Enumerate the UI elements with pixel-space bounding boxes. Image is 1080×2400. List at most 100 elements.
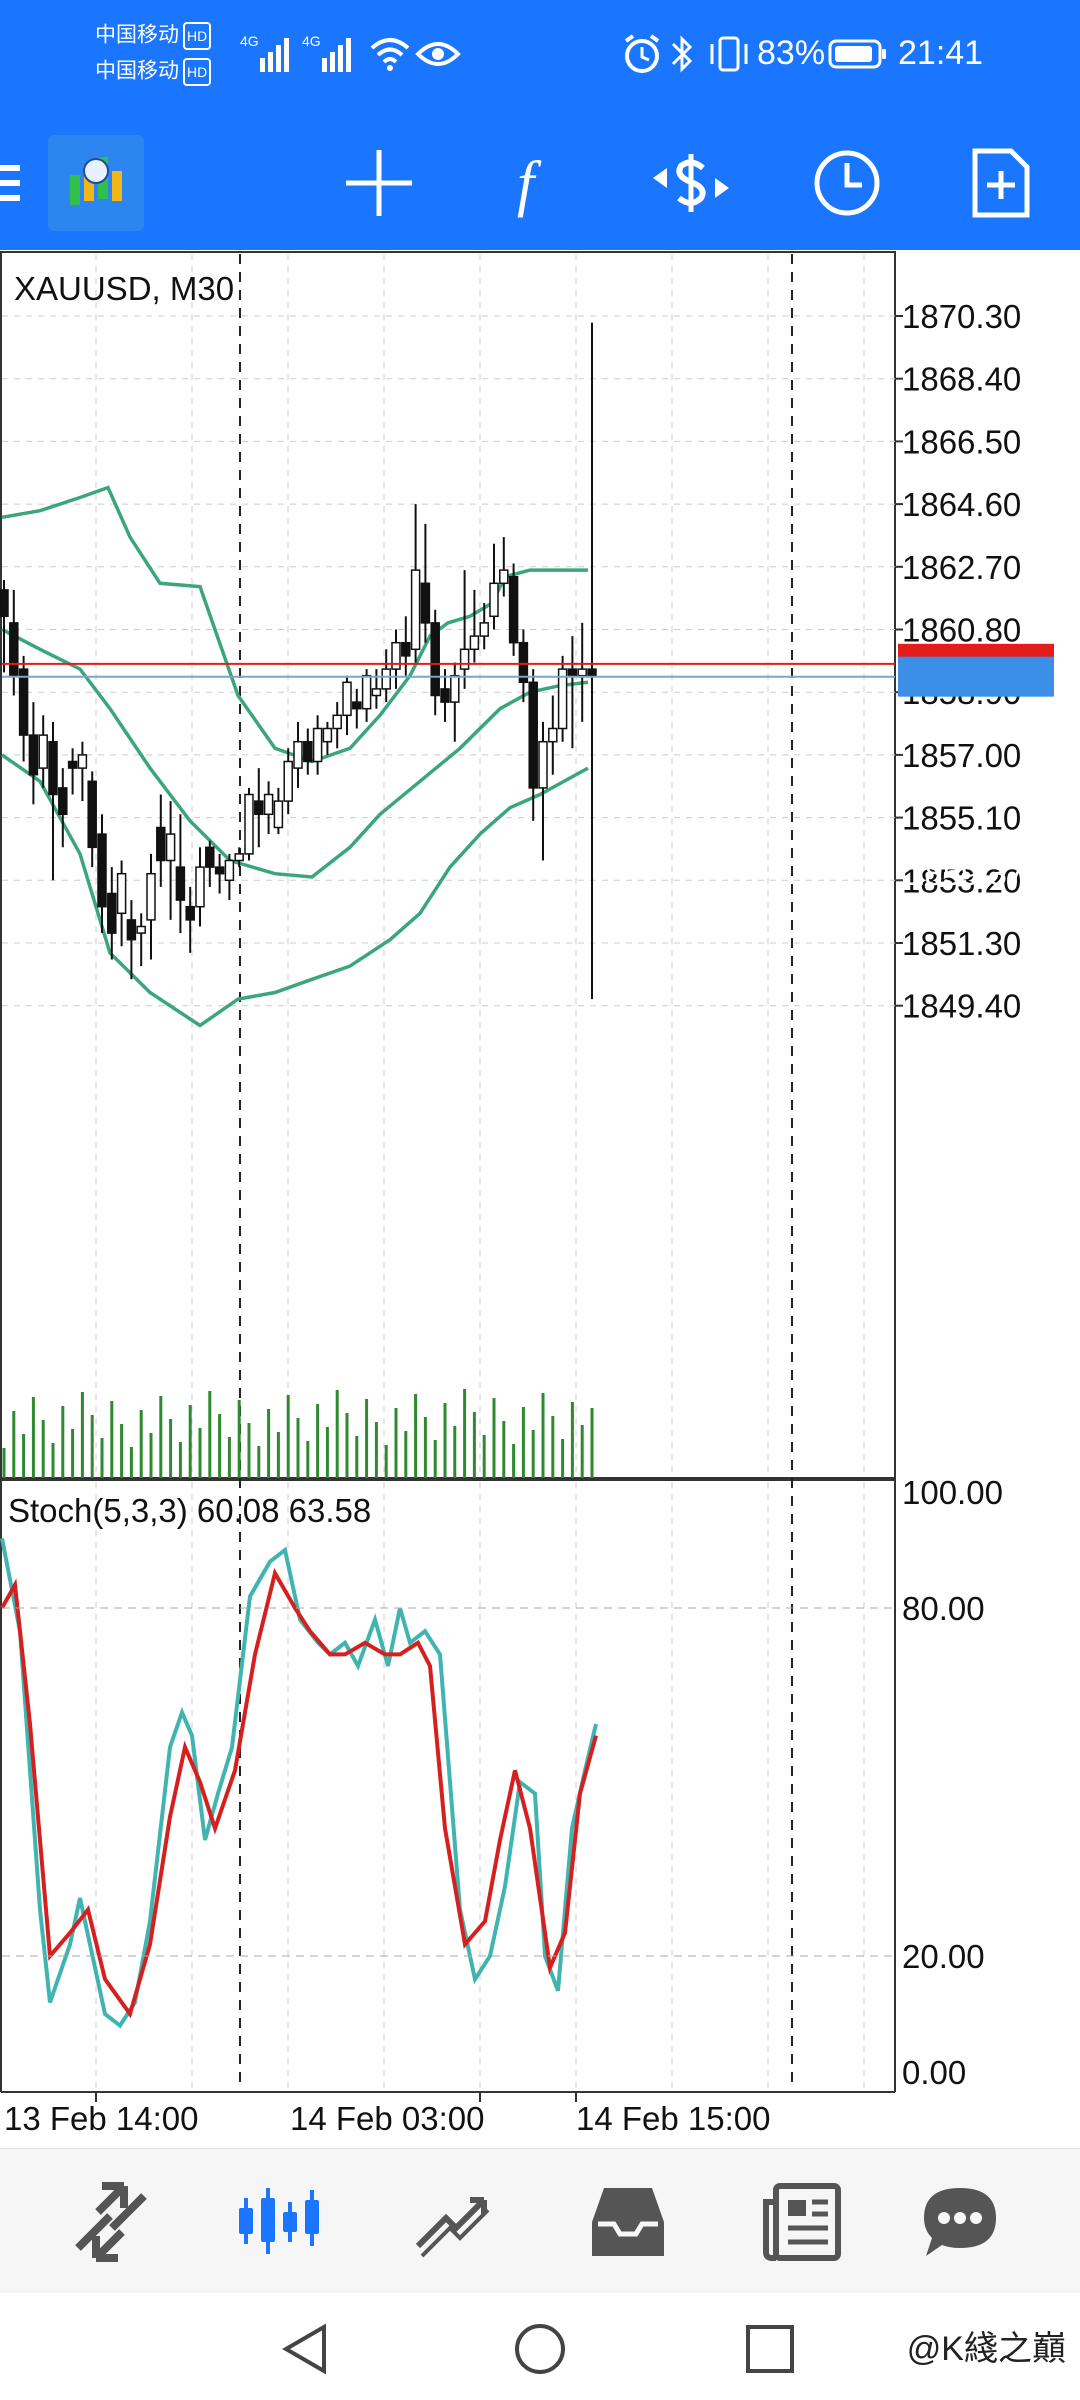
candle-body [567,668,578,677]
recents-icon[interactable] [744,2323,796,2375]
candle-body [48,740,58,796]
candle-body [352,701,362,710]
nav-trade[interactable] [372,2149,532,2294]
candle-body [116,872,127,915]
price-level-label: 1853.20 [902,862,1021,899]
candle-body [489,582,499,618]
status-bar: 中国移动 HD 中国移动 HD 4G 4G 83% 21:41 [0,0,1080,115]
candle-body [136,925,146,934]
candle-body [410,569,421,651]
candle-body [18,668,29,736]
price-level-label: 1857.00 [902,737,1021,774]
price-level-label: 1862.70 [902,549,1021,586]
candle-body [469,635,480,651]
nav-chart[interactable] [200,2149,360,2294]
candle-body [322,727,333,743]
stochastic-signal-line [0,1567,598,2019]
time-axis-label: 13 Feb 14:00 [4,2100,199,2137]
candle-body [557,668,568,730]
indicators-icon: f [517,150,542,218]
stochastic-level-label: 80.00 [902,1590,985,1627]
indicators-button[interactable]: f [478,115,588,250]
candle-body [283,760,293,802]
candle-body [548,727,558,743]
nav-chat[interactable] [880,2149,1040,2294]
price-level-label: 1864.60 [902,486,1021,523]
candlesticks [0,322,597,1000]
chart-icon [239,2187,319,2254]
nav-quotes[interactable] [30,2149,190,2294]
candle-body [528,681,538,789]
price-level-label: 1868.40 [902,361,1021,398]
stochastic-level-label: 100.00 [902,1474,1003,1511]
candle-body [195,866,205,908]
vibrate-icon [710,36,748,72]
wifi-icon [370,38,410,71]
stochastic-label: Stoch(5,3,3) 60.08 63.58 [8,1492,371,1529]
back-icon[interactable] [280,2321,332,2377]
bid-price-box [898,656,1054,697]
bollinger-line [1,485,588,764]
candle-body [459,648,470,670]
candle-body [234,853,244,862]
candle-body [401,641,411,657]
quotes-icon [75,2181,147,2262]
eye-icon [415,42,461,66]
carrier-2: 中国移动 HD [95,58,212,86]
candle-body [381,668,391,690]
system-navigation: @K綫之巔 [0,2293,1080,2400]
candle-body [577,668,587,677]
candle-body [391,641,401,670]
nav-news[interactable] [722,2149,882,2294]
candle-body [430,622,440,697]
candle-body [420,582,431,624]
carrier-1: 中国移动 HD [95,22,212,50]
svg-text:4G: 4G [240,33,259,49]
candle-body [175,866,186,901]
candle-body [185,905,195,921]
candle-body [38,734,48,769]
candle-body [146,872,156,921]
bluetooth-icon [671,35,693,73]
nav-history[interactable] [548,2149,708,2294]
candle-body [273,800,284,829]
candle-body [361,674,372,710]
price-level-label: 1860.80 [902,612,1021,649]
candle-body [67,760,78,769]
candle-body [332,714,342,730]
app-logo[interactable] [48,115,144,250]
bottom-navigation [0,2148,1080,2294]
svg-text:f: f [517,150,542,218]
candle-body [371,688,382,697]
candle-body [508,575,519,644]
candle-body [87,780,97,849]
trade-button[interactable] [636,115,746,250]
candle-body [126,919,137,941]
chart-area[interactable]: 1870.30 1868.40 1866.50 1864.60 1862.70 1860.… [0,250,1080,2150]
signal-icon-2: 4G [302,33,351,72]
price-level-label: 1855.10 [902,800,1021,837]
candle-body [9,622,19,677]
chart-canvas[interactable]: 1870.30 1868.40 1866.50 1864.60 1862.70 1860.… [0,250,1080,2150]
candle-body [107,892,117,934]
candle-body [254,800,264,816]
trade-icon [415,2196,490,2257]
trade-icon [653,153,729,212]
candle-body [205,846,215,868]
time-axis-label: 14 Feb 03:00 [290,2100,485,2137]
add-document-icon [972,148,1030,217]
chat-icon [924,2187,996,2256]
home-icon[interactable] [512,2321,568,2377]
candle-body [0,589,9,618]
candle-body [97,833,107,908]
app-logo-icon [48,134,144,231]
new-order-button[interactable] [946,115,1056,250]
menu-button[interactable] [0,115,50,250]
stochastic-level-label: 20.00 [902,1938,985,1975]
crosshair-button[interactable] [324,115,434,250]
candle-body [303,740,313,763]
ask-price-label: 1859.76 [906,836,1025,873]
bollinger-bands [1,485,589,1028]
candle-body [156,826,166,862]
timeframe-button[interactable] [792,115,902,250]
